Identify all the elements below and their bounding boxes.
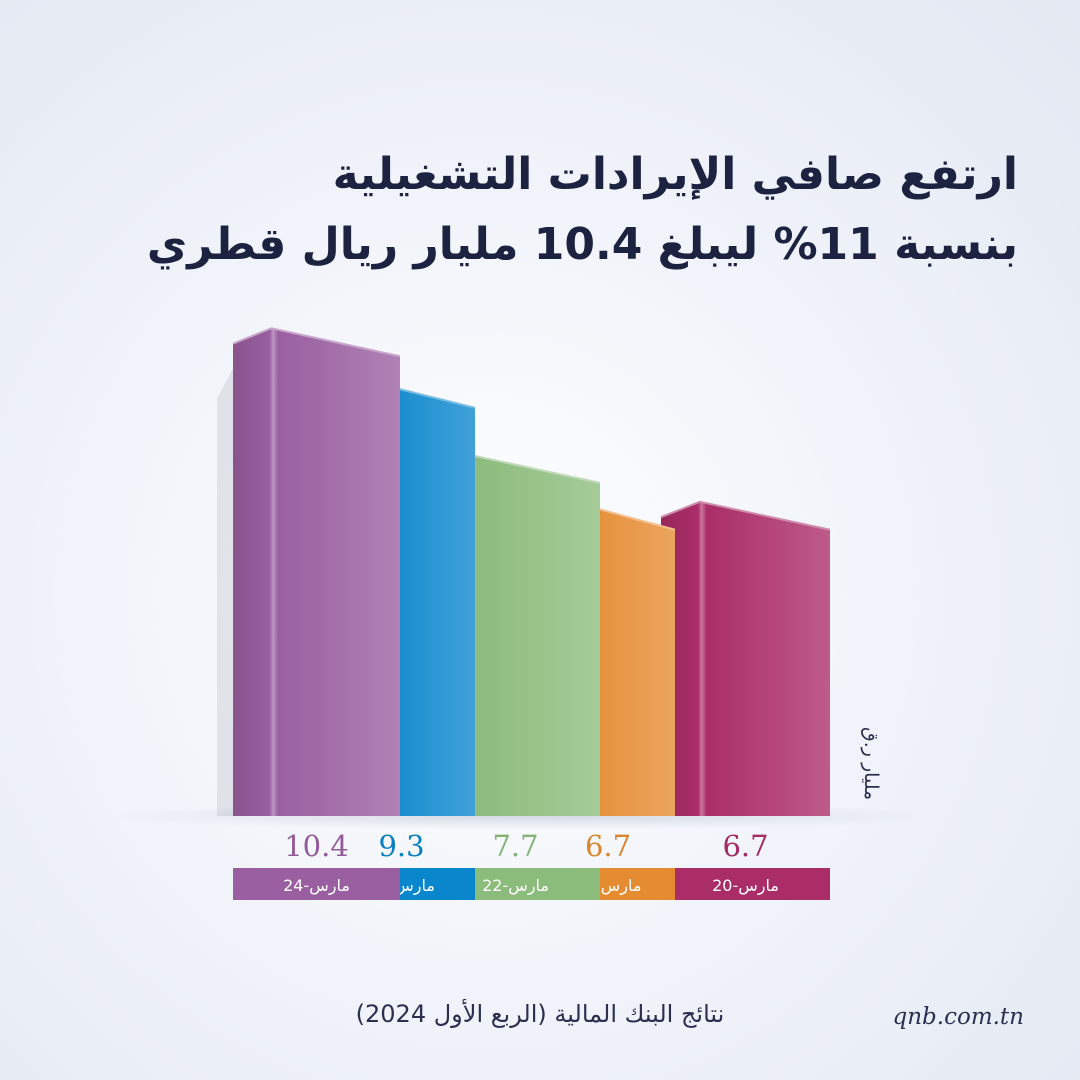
category-label-0: مارس-24 (283, 876, 350, 896)
category-strip-4 (661, 868, 830, 900)
labels-layer: 6.7مارس-206.7مارس-217.7مارس-229.3مارس-23… (233, 829, 830, 900)
value-label-4: 6.7 (722, 829, 768, 863)
headline-line-2: بنسبة 11% ليبلغ 10.4 مليار ريال قطري (146, 219, 1018, 270)
bar-top-edge-0 (232, 327, 401, 358)
headline: ارتفع صافي الإيرادات التشغيلية بنسبة 11%… (118, 140, 1018, 280)
unit-label: مليار ر.ق (860, 726, 882, 800)
bar-shadow-0 (217, 368, 233, 816)
bars-layer (217, 327, 831, 816)
footer-title: نتائج البنك المالية (الربع الأول 2024) (355, 1000, 725, 1028)
category-label-2: مارس-22 (482, 876, 549, 896)
value-label-0: 10.4 (284, 829, 349, 863)
bar-0 (217, 327, 401, 816)
headline-line-1: ارتفع صافي الإيرادات التشغيلية (332, 149, 1018, 200)
bar-body-4 (661, 501, 830, 816)
value-label-2: 7.7 (492, 829, 538, 863)
footer-website: qnb.com.tn (892, 1004, 1024, 1030)
value-label-1: 9.3 (378, 829, 424, 863)
bar-top-edge-4 (660, 500, 831, 531)
category-strip-0 (233, 868, 400, 900)
bar-body-0 (233, 328, 400, 816)
value-label-3: 6.7 (585, 829, 631, 863)
category-label-4: مارس-20 (712, 876, 779, 896)
